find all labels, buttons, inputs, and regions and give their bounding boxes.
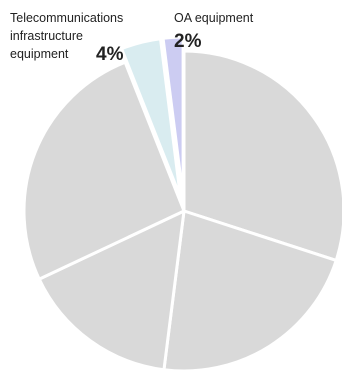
pie-slice-5 [120, 37, 183, 199]
pie-slice-2 [162, 209, 338, 372]
telecom-label-line-2: infrastructure [10, 29, 83, 43]
pie-slice-6 [161, 35, 185, 199]
telecom-percent: 4% [96, 44, 124, 65]
pie-slice-1 [182, 49, 342, 262]
oa-equipment-percent: 2% [174, 31, 202, 52]
telecom-label-line-1: Telecommunications [10, 11, 123, 25]
telecom-label: Telecommunications infrastructure equipm… [10, 11, 127, 61]
oa-equipment-label: OA equipment [174, 11, 254, 25]
pie-slice-3 [37, 209, 186, 372]
pie-slice-4 [22, 60, 186, 281]
pie-slices [22, 35, 342, 372]
telecom-label-line-3: equipment [10, 47, 69, 61]
